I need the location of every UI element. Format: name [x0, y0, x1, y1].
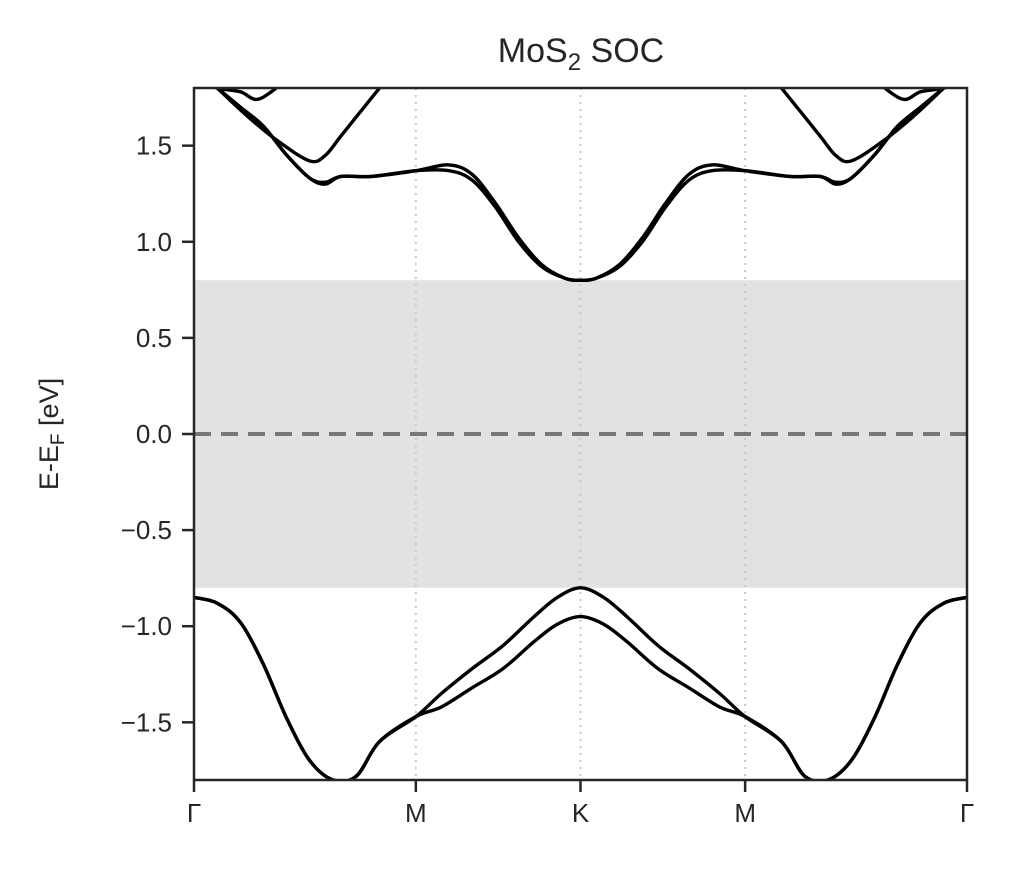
x-tick-label-0: Γ [187, 798, 201, 828]
band-line-4 [216, 88, 382, 164]
y-tick-label-4: 0.5 [136, 323, 172, 353]
plot-area: −1.5 −1.0 −0.5 0.0 0.5 1.0 1.5 Γ M K M Γ [121, 86, 974, 828]
y-tick-label-6: 1.5 [136, 131, 172, 161]
y-axis-label-tail: [eV] [34, 378, 64, 434]
y-axis-label: E-EF [eV] [34, 378, 69, 490]
band-line-1 [194, 595, 967, 780]
band-line-3 [216, 88, 945, 282]
x-tick-label-3: M [734, 798, 756, 828]
chart-title-main: MoS [498, 32, 568, 70]
chart-title: MoS2 SOC [498, 32, 664, 76]
chart-title-tail: SOC [581, 32, 664, 70]
y-tick-label-1: −1.0 [121, 611, 172, 641]
x-tick-label-4: Γ [960, 798, 974, 828]
band-line-7 [882, 88, 950, 102]
y-tick-label-3: 0.0 [136, 419, 172, 449]
y-axis-label-subscript: F [48, 433, 69, 445]
x-tick-label-2: K [572, 798, 590, 828]
chart-title-subscript: 2 [568, 49, 581, 76]
y-tick-label-5: 1.0 [136, 227, 172, 257]
band-line-5 [779, 88, 945, 164]
band-line-6 [211, 88, 279, 102]
y-axis-label-main: E-E [34, 445, 64, 490]
x-tick-label-1: M [405, 798, 427, 828]
y-tick-label-2: −0.5 [121, 515, 172, 545]
y-tick-label-0: −1.5 [121, 707, 172, 737]
